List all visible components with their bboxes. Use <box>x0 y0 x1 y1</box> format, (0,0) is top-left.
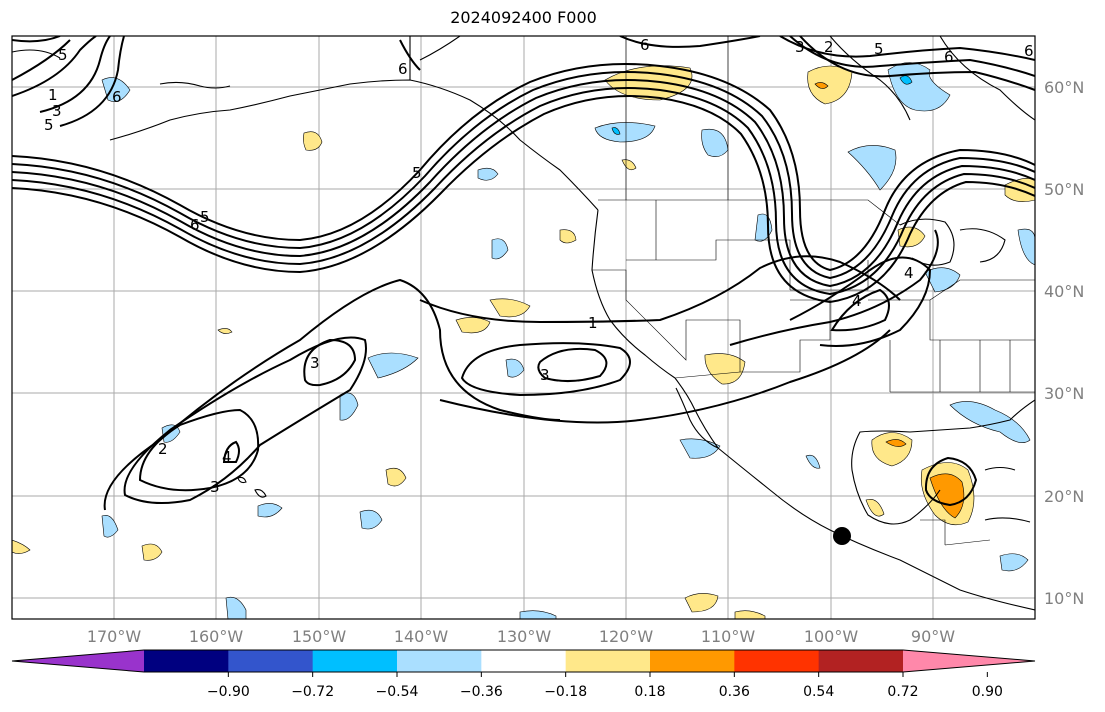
contour-label: 4 <box>852 292 862 310</box>
contour-label: 6 <box>944 48 954 66</box>
colorbar-segment <box>819 650 904 672</box>
patch-negative <box>806 455 820 468</box>
contour-label: 6 <box>112 88 122 106</box>
colorbar-min-arrow <box>12 650 144 672</box>
colorbar-segment <box>566 650 651 672</box>
lon-label: 120°W <box>599 627 654 646</box>
contour-labels: 6 6 5 6 5 6 5 3 6 1 3 5 4 4 1 3 3 2 4 3 … <box>44 36 1034 496</box>
contour-label: 2 <box>158 440 168 458</box>
contour-label: 6 <box>640 36 650 54</box>
lon-label: 150°W <box>292 627 347 646</box>
lat-label: 60°N <box>1044 78 1084 97</box>
contour-label: 3 <box>540 366 550 384</box>
lon-label: 160°W <box>189 627 244 646</box>
patch-negative <box>950 401 1030 442</box>
patch-negative <box>848 145 896 190</box>
patch-positive <box>622 160 636 170</box>
contour-label: 3 <box>52 102 62 120</box>
contour-label: 3 <box>310 354 320 372</box>
lat-label: 20°N <box>1044 487 1084 506</box>
latitude-labels: 60°N 50°N 40°N 30°N 20°N 10°N <box>1044 78 1084 608</box>
patch-negative <box>340 393 358 420</box>
patch-positive <box>866 499 884 516</box>
contour-label: 1 <box>588 314 598 332</box>
patch-positive <box>456 317 490 332</box>
lon-label: 100°W <box>804 627 859 646</box>
longitude-labels: 170°W 160°W 150°W 140°W 130°W 120°W 110°… <box>87 627 955 646</box>
patch-positive <box>705 354 745 385</box>
contour-label: 1 <box>48 86 58 104</box>
black-dot-icon <box>833 527 851 545</box>
patch-positive <box>872 433 912 467</box>
lon-label: 90°W <box>911 627 955 646</box>
lon-label: 140°W <box>394 627 449 646</box>
contour-label: 5 <box>200 208 210 226</box>
lat-label: 40°N <box>1044 282 1084 301</box>
colorbar-segment <box>734 650 819 672</box>
colorbar-tick-label: 0.54 <box>803 684 834 700</box>
contour-label: 4 <box>222 448 232 466</box>
patch-positive <box>12 540 30 554</box>
patch-positive <box>735 611 765 619</box>
contour-label: 3 <box>795 38 805 56</box>
colorbar-segment <box>313 650 398 672</box>
lon-label: 110°W <box>701 627 756 646</box>
contour-label: 5 <box>58 46 68 64</box>
colorbar-tick-label: −0.36 <box>460 684 503 700</box>
colorbar-segment <box>397 650 482 672</box>
patch-positive <box>142 544 162 560</box>
lat-label: 30°N <box>1044 384 1084 403</box>
colorbar-segment <box>650 650 735 672</box>
patch-positive <box>685 593 718 612</box>
contour-label: 6 <box>190 216 200 234</box>
colorbar-segment <box>481 650 566 672</box>
colorbar-tick-label: −0.72 <box>291 684 334 700</box>
colorbar: −0.90 −0.72 −0.54 −0.36 −0.18 0.18 0.36 0.54 0.7… <box>12 650 1035 700</box>
patch-negative <box>102 515 118 537</box>
patch-positive <box>386 468 406 486</box>
patch-negative <box>506 359 524 377</box>
contour-label: 3 <box>210 478 220 496</box>
patch-positive <box>808 66 852 104</box>
contour-label: 2 <box>824 38 834 56</box>
patch-negative <box>1000 554 1028 571</box>
patch-negative <box>360 510 382 529</box>
colorbar-tick-label: 0.36 <box>719 684 750 700</box>
lon-label: 170°W <box>87 627 142 646</box>
colorbar-tick-label: 0.18 <box>634 684 665 700</box>
patch-negative <box>492 239 508 259</box>
colorbar-tick-label: −0.54 <box>376 684 419 700</box>
patch-negative <box>478 168 498 180</box>
contour-label: 6 <box>398 60 408 78</box>
patch-negative <box>702 129 728 157</box>
lat-label: 10°N <box>1044 589 1084 608</box>
patch-positive <box>605 66 692 100</box>
patch-negative <box>258 503 282 517</box>
lon-label: 130°W <box>497 627 552 646</box>
patch-negative <box>520 611 556 619</box>
patch-negative <box>595 122 655 142</box>
patch-positive <box>560 230 576 243</box>
colorbar-tick-label: 0.90 <box>972 684 1003 700</box>
contour-label: 6 <box>1024 42 1034 60</box>
lat-label: 50°N <box>1044 180 1084 199</box>
patch-negative <box>368 353 418 378</box>
colorbar-tick-label: −0.90 <box>207 684 250 700</box>
colorbar-segment <box>144 650 229 672</box>
contour-label: 5 <box>874 40 884 58</box>
contour-label: 5 <box>412 164 422 182</box>
graticule <box>12 36 1035 619</box>
contour-label: 4 <box>904 264 914 282</box>
colorbar-tick-label: −0.18 <box>544 684 587 700</box>
patch-negative <box>1018 229 1035 265</box>
colorbar-tick-label: 0.72 <box>887 684 918 700</box>
patch-negative <box>226 597 246 619</box>
colorbar-segment <box>228 650 313 672</box>
patch-positive <box>218 328 232 333</box>
colorbar-max-arrow <box>903 650 1035 672</box>
